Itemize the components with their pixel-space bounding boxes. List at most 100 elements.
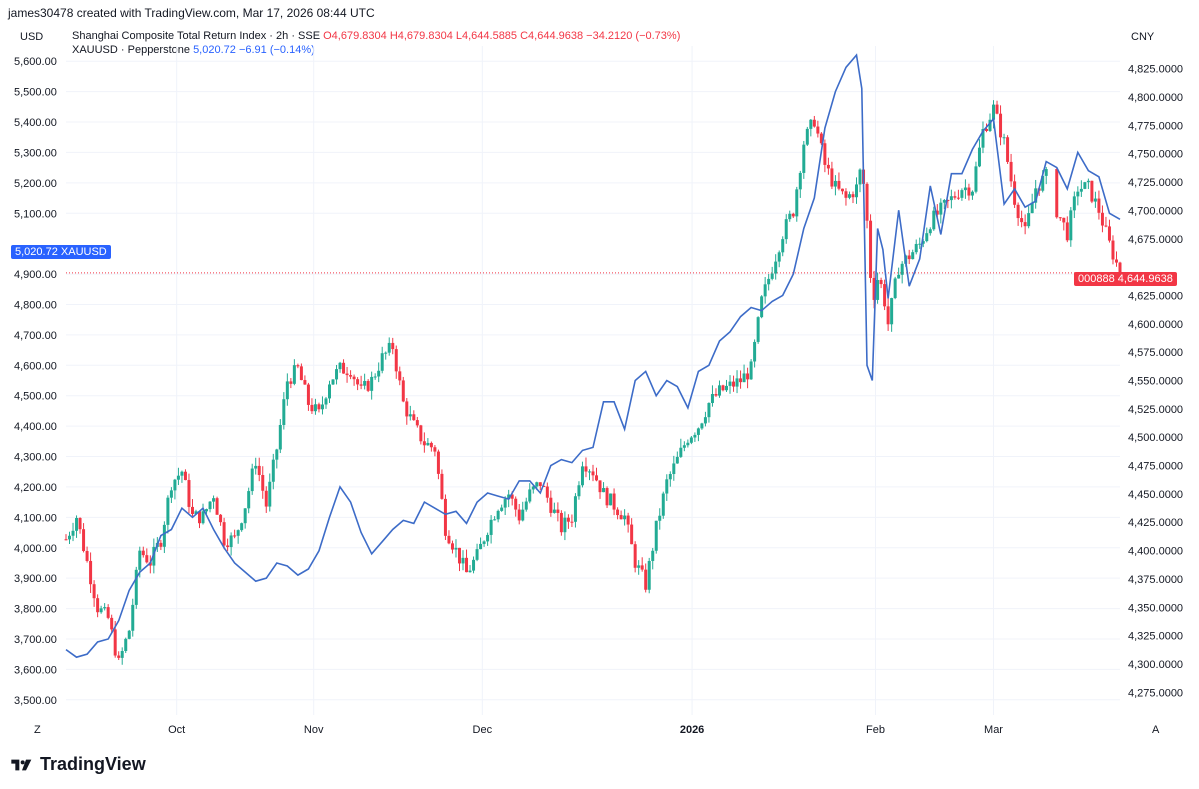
candle-body [869,220,873,278]
candle-body [1093,198,1097,202]
candle-body [609,493,613,506]
candle-body [401,380,405,402]
candle-body [654,520,658,551]
candle-body [159,542,163,547]
candle-body [665,479,669,494]
candle-body [356,379,360,385]
candle-body [352,376,356,380]
left-axis: 5,600.00 5,500.00 5,400.00 5,300.00 5,200.00… [14,56,57,707]
legend-series-name: XAUUSD · Pepperstone [72,44,190,56]
left-axis-tick-label: 3,800.00 [14,604,57,616]
chart-legend: Shanghai Composite Total Return Index · … [72,29,680,57]
chart-grid [66,46,1120,715]
candle-body [338,362,342,370]
candle-body [633,544,637,568]
candle-body [728,381,732,386]
legend-row-xauusd[interactable]: XAUUSD · Pepperstone 5,020.72 −6.91 (−0.… [72,43,680,57]
x-axis: Oct Nov Dec 2026 Feb Mar [168,724,1003,736]
left-axis-tick-label: 5,400.00 [14,117,57,129]
candle-body [700,423,704,429]
candle-body [742,373,746,383]
brand-name: TradingView [40,754,146,774]
right-axis-tick-label: 4,550.0000 [1128,376,1183,388]
candle-body [911,252,915,260]
candle-body [693,434,697,438]
candle-body [433,447,437,452]
candle-body [795,189,799,217]
x-axis-tick-label: Oct [168,724,185,736]
candle-body [472,559,476,571]
candle-body [855,184,858,198]
candle-body [612,493,616,510]
candle-body [798,172,802,190]
candle-body [707,403,711,418]
candle-body [219,514,223,523]
candle-body [475,549,479,560]
candle-body [1065,222,1069,241]
candle-body [117,655,121,658]
candle-body [419,425,423,442]
right-axis-unit[interactable]: CNY [1131,31,1155,43]
right-axis-tick-label: 4,600.0000 [1128,319,1183,331]
candle-body [900,263,904,275]
right-axis-tick-label: 4,475.0000 [1128,461,1183,473]
candle-body [240,523,244,531]
candle-body [1118,262,1122,275]
candle-body [264,490,268,507]
candle-body [503,499,507,508]
candle-body [208,501,212,510]
x-axis-tick-label: Mar [984,724,1003,736]
candle-body [847,194,851,198]
legend-row-shanghai[interactable]: Shanghai Composite Total Return Index · … [72,29,680,43]
candle-body [510,494,514,499]
auto-scale-toggle[interactable]: A [1152,724,1160,736]
left-axis-tick-label: 5,200.00 [14,178,57,190]
left-axis-tick-label: 5,300.00 [14,147,57,159]
candle-body [763,284,767,297]
candle-body [391,342,395,350]
candle-body [816,126,820,134]
candle-body [710,393,714,404]
candle-body [893,278,897,299]
candle-body [1072,196,1076,211]
candle-body [194,511,198,515]
candle-body [956,197,960,199]
candle-body [999,113,1003,138]
candle-body [1107,226,1111,241]
candle-body [229,535,233,548]
candle-body [879,279,883,285]
candle-body [524,501,528,510]
candle-body [890,298,894,325]
candle-body [324,398,328,405]
candle-body [942,200,946,203]
log-scale-toggle[interactable]: Z [34,724,41,736]
candle-body [746,373,750,380]
left-axis-tick-label: 4,000.00 [14,543,57,555]
candle-body [405,401,409,417]
candle-body [651,550,655,561]
candle-body [138,550,142,570]
candle-body [328,384,331,399]
candle-body [514,498,518,510]
candle-body [169,490,173,498]
candle-body [907,255,911,260]
left-axis-tick-label: 5,100.00 [14,208,57,220]
candle-body [528,489,532,502]
candle-body [960,190,964,198]
candle-body [725,385,729,391]
candle-body [331,379,335,385]
badge-label: XAUUSD [60,246,107,258]
candle-body [833,180,837,187]
candle-body [939,202,943,215]
candle-body [190,506,194,515]
candle-body [493,519,497,521]
candle-body [672,463,676,475]
candle-body [760,296,764,318]
tradingview-logo[interactable]: TradingView [10,754,146,775]
left-axis-unit[interactable]: USD [20,31,44,43]
candle-body [345,373,349,376]
candle-body [517,509,521,521]
candle-body [415,420,419,426]
candle-body [682,445,686,448]
